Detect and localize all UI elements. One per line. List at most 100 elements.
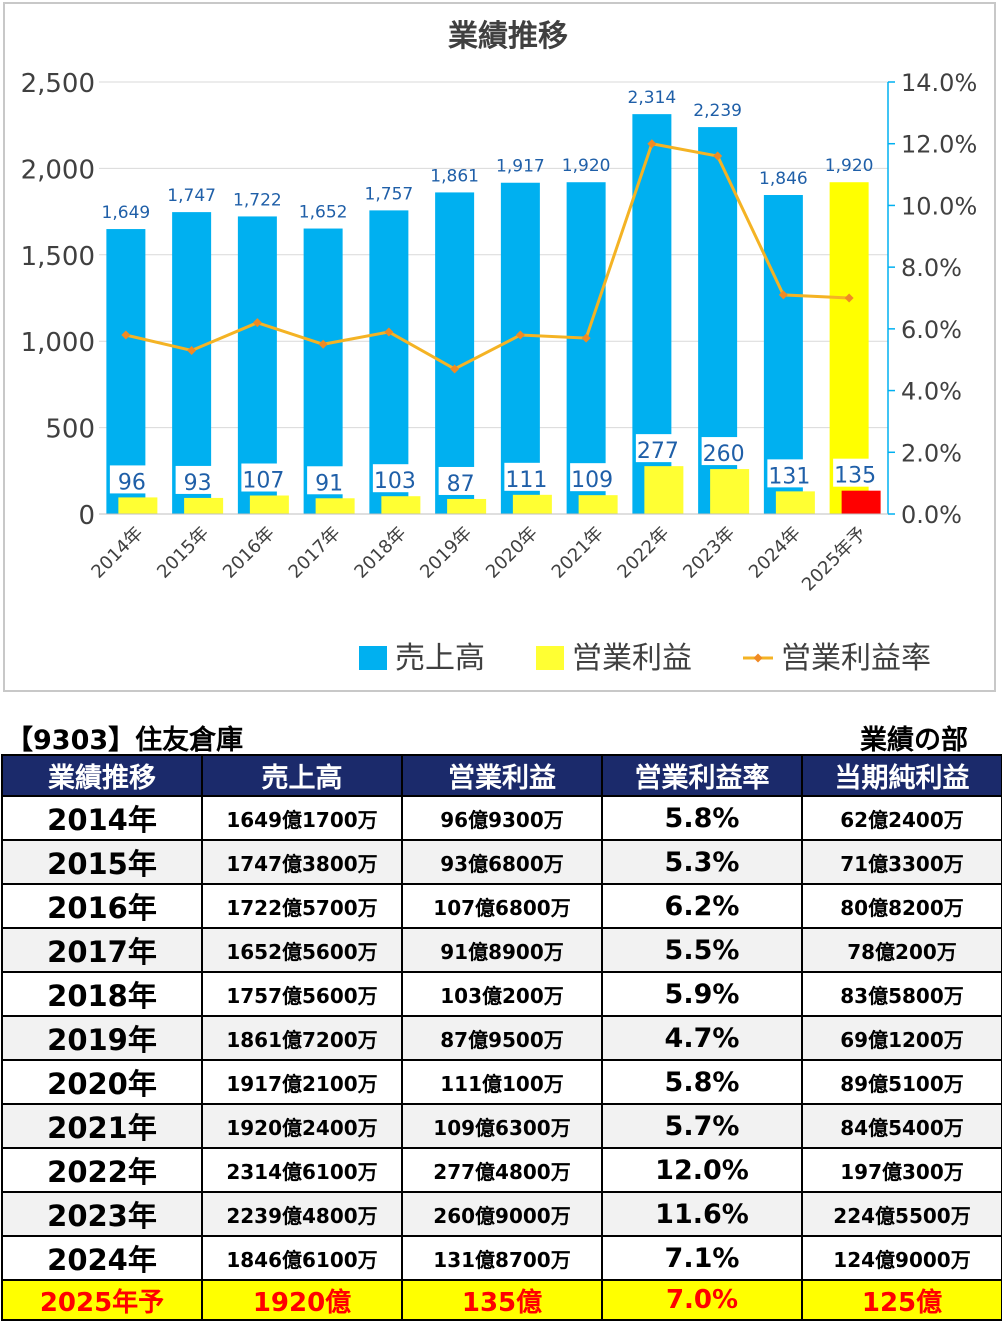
operating-profit-data-label: 111 — [505, 468, 547, 493]
sales-bar — [369, 210, 409, 515]
performance-chart: 業績推移 0 500 1,000 1,500 2,000 2,500 0.0% 2.0% 4.0%… — [21, 19, 978, 676]
operating-profit-label-bg — [241, 463, 286, 492]
operating-margin-cell: 5.8% — [601, 795, 803, 841]
sales-data-label: 1,652 — [299, 203, 348, 223]
column-header-operating-margin: 営業利益率 — [601, 754, 803, 797]
operating-profit-cell: 103億200万 — [401, 971, 603, 1017]
operating-margin-point — [450, 364, 460, 374]
company-title: 【9303】住友倉庫 — [6, 725, 244, 756]
operating-profit-label-bg — [109, 465, 154, 494]
table-row: 2020年 1917億2100万 111億100万 5.8% 89億5100万 — [1, 1059, 1002, 1105]
y-axis-left-tick-label: 500 — [45, 415, 95, 445]
legend-label-sales: 売上高 — [395, 641, 485, 676]
operating-profit-cell: 131億8700万 — [401, 1235, 603, 1281]
operating-profit-bar — [447, 498, 487, 514]
operating-profit-label-bg — [504, 462, 549, 491]
table-row: 2015年 1747億3800万 93億6800万 5.3% 71億3300万 — [1, 839, 1002, 885]
net-income-cell: 80億8200万 — [801, 883, 1002, 929]
y-axis-left-tick-label: 0 — [78, 501, 95, 531]
x-axis-tick-label: 2020年 — [482, 523, 542, 583]
operating-profit-bar — [710, 469, 750, 514]
sales-data-label: 1,846 — [759, 169, 808, 189]
y-axis-left-tick-label: 1,500 — [21, 242, 95, 272]
net-income-cell: 124億9000万 — [801, 1235, 1002, 1281]
operating-margin-cell: 4.7% — [601, 1015, 803, 1061]
legend-swatch-sales — [359, 646, 387, 670]
operating-profit-bar — [381, 496, 421, 514]
net-income-cell: 71億3300万 — [801, 839, 1002, 885]
net-income-cell: 125億 — [801, 1279, 1002, 1321]
operating-profit-label-bg — [570, 463, 615, 492]
sales-data-label: 1,861 — [430, 166, 479, 186]
operating-profit-bar — [644, 466, 684, 514]
operating-profit-bar — [315, 498, 355, 514]
sales-cell: 1747億3800万 — [201, 839, 403, 885]
net-income-cell: 224億5500万 — [801, 1191, 1002, 1237]
operating-profit-label-bg — [307, 466, 352, 495]
operating-margin-point — [318, 339, 328, 349]
y-axis-right-tick-label: 6.0% — [901, 316, 962, 344]
operating-profit-bar — [249, 495, 289, 514]
operating-profit-data-label: 103 — [374, 469, 416, 494]
x-axis-tick-label: 2021年 — [548, 523, 608, 583]
chart-panel: 業績推移 0 500 1,000 1,500 2,000 2,500 0.0% 2.0% 4.0%… — [3, 2, 996, 692]
sales-data-label: 1,722 — [233, 190, 282, 210]
sales-cell: 1649億1700万 — [201, 795, 403, 841]
legend-label-operating-profit: 営業利益 — [572, 641, 692, 676]
net-income-cell: 83億5800万 — [801, 971, 1002, 1017]
column-header-period: 業績推移 — [1, 754, 203, 797]
sales-cell: 2239億4800万 — [201, 1191, 403, 1237]
operating-profit-data-label: 135 — [834, 464, 876, 489]
period-cell: 2021年 — [1, 1103, 203, 1149]
table-row: 2019年 1861億7200万 87億9500万 4.7% 69億1200万 — [1, 1015, 1002, 1061]
x-axis-tick-label: 2019年 — [416, 523, 476, 583]
period-cell: 2025年予 — [1, 1279, 203, 1321]
operating-margin-point — [647, 139, 657, 149]
sales-cell: 1846億6100万 — [201, 1235, 403, 1281]
table-row: 2016年 1722億5700万 107億6800万 6.2% 80億8200万 — [1, 883, 1002, 929]
y-axis-right-tick-label: 14.0% — [901, 69, 977, 97]
operating-profit-bar — [118, 497, 158, 514]
table-row: 2025年予 1920億 135億 7.0% 125億 — [1, 1279, 1002, 1321]
x-axis-tick-label: 2025年予 — [798, 523, 871, 596]
legend-label-operating-margin: 営業利益率 — [781, 641, 931, 676]
period-cell: 2016年 — [1, 883, 203, 929]
net-income-cell: 62億2400万 — [801, 795, 1002, 841]
operating-profit-bar — [184, 497, 224, 514]
operating-margin-cell: 7.1% — [601, 1235, 803, 1281]
y-axis-right-tick-label: 0.0% — [901, 501, 962, 529]
operating-profit-data-label: 107 — [242, 469, 284, 494]
column-header-net-income: 当期純利益 — [801, 754, 1002, 797]
y-axis-right-tick-label: 4.0% — [901, 378, 962, 406]
period-cell: 2017年 — [1, 927, 203, 973]
chart-title: 業績推移 — [448, 19, 568, 54]
operating-profit-cell: 96億9300万 — [401, 795, 603, 841]
period-cell: 2018年 — [1, 971, 203, 1017]
table-row: 2021年 1920億2400万 109億6300万 5.7% 84億5400万 — [1, 1103, 1002, 1149]
x-axis-tick-label: 2014年 — [87, 523, 147, 583]
operating-profit-label-bg — [767, 459, 812, 488]
operating-profit-data-label: 93 — [184, 471, 212, 496]
operating-profit-data-label: 260 — [703, 442, 745, 467]
operating-profit-cell: 109億6300万 — [401, 1103, 603, 1149]
operating-profit-cell: 93億6800万 — [401, 839, 603, 885]
x-axis-tick-label: 2016年 — [219, 523, 279, 583]
column-header-operating-profit: 営業利益 — [401, 754, 603, 797]
operating-profit-cell: 87億9500万 — [401, 1015, 603, 1061]
operating-margin-cell: 5.7% — [601, 1103, 803, 1149]
operating-margin-cell: 5.5% — [601, 927, 803, 973]
net-income-cell: 84億5400万 — [801, 1103, 1002, 1149]
sales-cell: 2314億6100万 — [201, 1147, 403, 1193]
operating-profit-data-label: 96 — [118, 470, 146, 495]
table-row: 2018年 1757億5600万 103億200万 5.9% 83億5800万 — [1, 971, 1002, 1017]
y-axis-right-tick-label: 2.0% — [901, 439, 962, 467]
operating-margin-cell: 11.6% — [601, 1191, 803, 1237]
sales-bar — [435, 192, 475, 515]
operating-margin-point — [581, 333, 591, 343]
table-header-row: 業績推移 売上高 営業利益 営業利益率 当期純利益 — [1, 754, 1002, 797]
operating-profit-label-bg — [701, 437, 746, 466]
sales-bar — [566, 182, 606, 514]
y-axis-left-tick-label: 2,500 — [21, 69, 95, 99]
sales-data-label: 1,920 — [562, 156, 611, 176]
period-cell: 2020年 — [1, 1059, 203, 1105]
